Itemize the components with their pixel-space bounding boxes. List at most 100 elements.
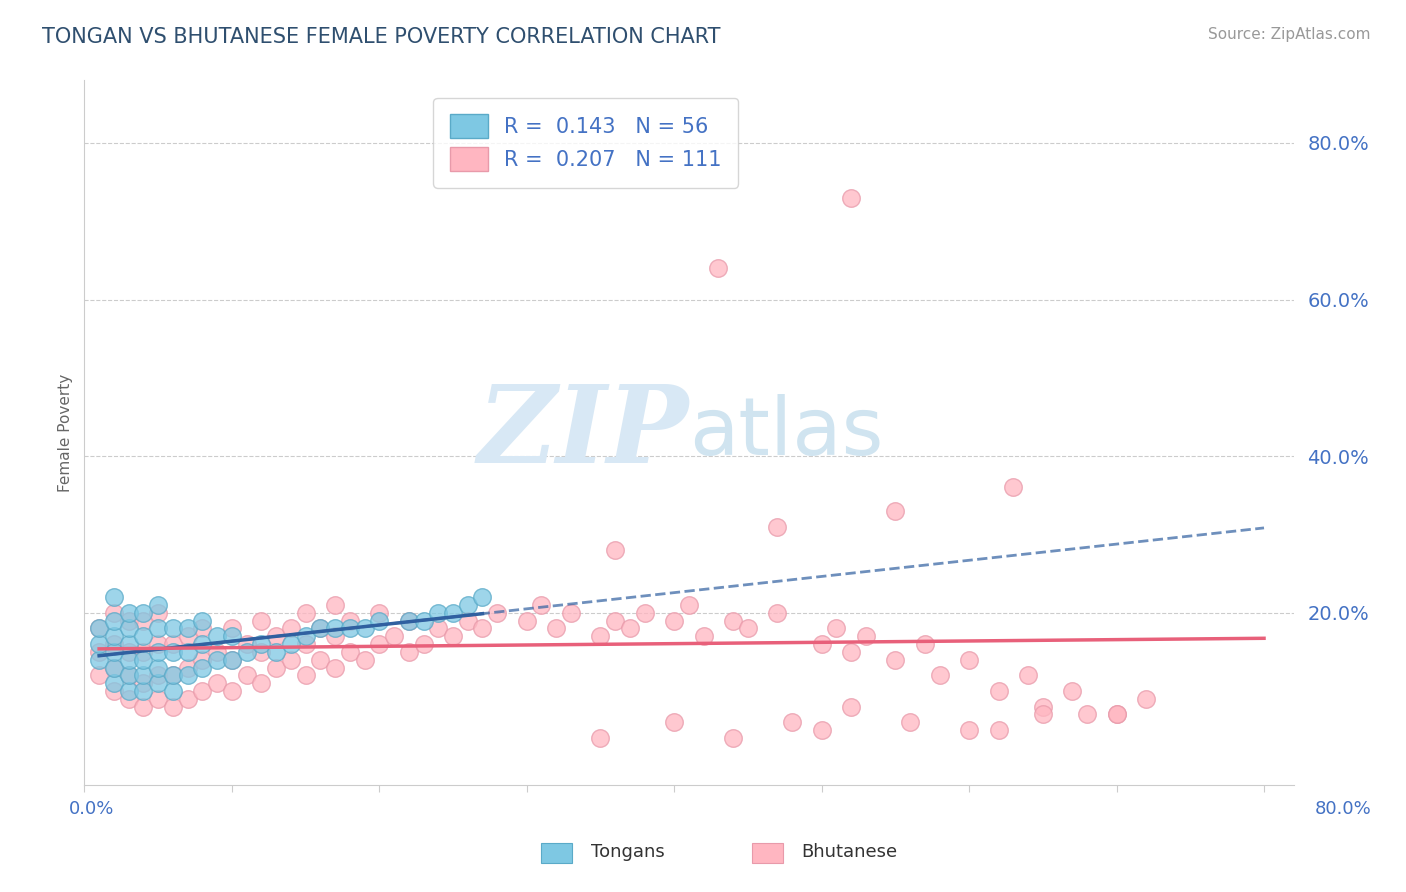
Point — [353, 621, 375, 635]
Point — [103, 645, 125, 659]
Point — [309, 653, 332, 667]
Point — [103, 660, 125, 674]
Point — [103, 590, 125, 604]
Point — [884, 504, 907, 518]
Point — [1135, 691, 1157, 706]
Point — [117, 668, 139, 682]
Point — [117, 653, 139, 667]
Point — [87, 645, 110, 659]
Point — [323, 598, 346, 612]
Point — [87, 621, 110, 635]
Point — [441, 629, 464, 643]
Point — [191, 621, 214, 635]
Point — [280, 653, 302, 667]
Point — [294, 606, 316, 620]
Point — [546, 621, 568, 635]
Point — [721, 614, 744, 628]
Point — [605, 614, 627, 628]
Point — [162, 637, 184, 651]
Point — [117, 645, 139, 659]
Point — [132, 699, 155, 714]
Point — [855, 629, 877, 643]
Point — [176, 645, 198, 659]
Point — [250, 614, 273, 628]
Text: TONGAN VS BHUTANESE FEMALE POVERTY CORRELATION CHART: TONGAN VS BHUTANESE FEMALE POVERTY CORRE… — [42, 27, 721, 46]
Point — [664, 715, 686, 730]
Text: 80.0%: 80.0% — [1315, 799, 1371, 817]
Point — [146, 621, 169, 635]
Point — [398, 614, 420, 628]
Point — [1105, 707, 1128, 722]
Point — [914, 637, 936, 651]
Point — [103, 684, 125, 698]
Point — [766, 606, 789, 620]
Point — [235, 637, 257, 651]
Point — [235, 668, 257, 682]
Text: Bhutanese: Bhutanese — [801, 843, 897, 861]
Point — [530, 598, 553, 612]
Point — [117, 621, 139, 635]
Point — [132, 645, 155, 659]
FancyBboxPatch shape — [752, 843, 783, 863]
Point — [457, 614, 479, 628]
Point — [162, 684, 184, 698]
Point — [162, 621, 184, 635]
Point — [382, 629, 405, 643]
Point — [560, 606, 582, 620]
Point — [398, 645, 420, 659]
Point — [339, 614, 361, 628]
Point — [427, 621, 450, 635]
Point — [1002, 480, 1025, 494]
Point — [294, 629, 316, 643]
Point — [957, 653, 980, 667]
Point — [132, 629, 155, 643]
Point — [766, 519, 789, 533]
Point — [412, 614, 434, 628]
Point — [162, 668, 184, 682]
Point — [339, 645, 361, 659]
Point — [928, 668, 950, 682]
Text: 0.0%: 0.0% — [69, 799, 114, 817]
Point — [103, 637, 125, 651]
Point — [87, 621, 110, 635]
Point — [132, 676, 155, 690]
Point — [132, 614, 155, 628]
Point — [146, 691, 169, 706]
Point — [457, 598, 479, 612]
Point — [176, 691, 198, 706]
Text: ZIP: ZIP — [478, 380, 689, 485]
Point — [825, 621, 848, 635]
Point — [810, 723, 832, 738]
Point — [221, 629, 243, 643]
Point — [191, 614, 214, 628]
Point — [191, 660, 214, 674]
Point — [132, 606, 155, 620]
Point — [839, 645, 862, 659]
Point — [839, 191, 862, 205]
Point — [146, 645, 169, 659]
Point — [146, 598, 169, 612]
Point — [87, 668, 110, 682]
Point — [146, 676, 169, 690]
Point — [146, 660, 169, 674]
Point — [898, 715, 921, 730]
Text: Source: ZipAtlas.com: Source: ZipAtlas.com — [1208, 27, 1371, 42]
Point — [1032, 707, 1054, 722]
Point — [117, 668, 139, 682]
Point — [205, 645, 228, 659]
Point — [117, 691, 139, 706]
Point — [589, 731, 612, 745]
Point — [810, 637, 832, 651]
Point — [339, 621, 361, 635]
Point — [162, 699, 184, 714]
Point — [323, 621, 346, 635]
Point — [264, 645, 287, 659]
Point — [221, 621, 243, 635]
FancyBboxPatch shape — [541, 843, 572, 863]
Point — [87, 637, 110, 651]
Point — [692, 629, 714, 643]
Point — [132, 684, 155, 698]
Point — [619, 621, 641, 635]
Point — [205, 676, 228, 690]
Point — [323, 660, 346, 674]
